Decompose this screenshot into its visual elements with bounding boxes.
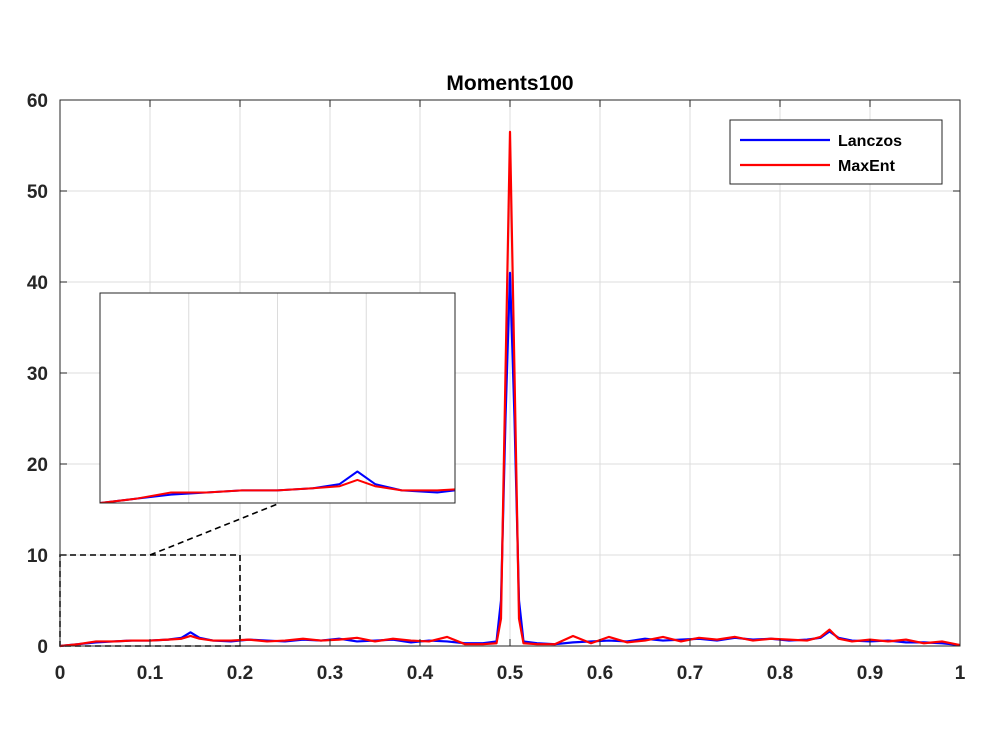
y-tick-label: 10 bbox=[27, 546, 48, 567]
ticks: 0 0.1 0.2 0.3 0.4 0.5 0.6 0.7 0.8 0.9 101020304050… bbox=[27, 91, 966, 684]
x-tick-label: 0.1 bbox=[137, 663, 164, 684]
x-tick-label: 0.6 bbox=[587, 663, 613, 684]
y-tick-label: 40 bbox=[27, 273, 48, 294]
legend-label-maxent: MaxEnt bbox=[838, 158, 896, 175]
x-tick-label: 0 bbox=[55, 663, 66, 684]
x-tick-label: 0.2 bbox=[227, 663, 253, 684]
legend-box bbox=[729, 119, 943, 185]
x-tick-label: 0.3 bbox=[317, 663, 343, 684]
y-tick-label: 60 bbox=[27, 91, 48, 112]
zoom-connector-line bbox=[149, 502, 281, 556]
x-tick-label: 0.5 bbox=[497, 663, 524, 684]
inset-axes bbox=[99, 292, 456, 504]
inset-series-line-lanczos bbox=[100, 470, 455, 503]
x-tick-label: 0.9 bbox=[857, 663, 883, 684]
x-tick-label: 0.4 bbox=[407, 663, 434, 684]
inset-series bbox=[100, 470, 455, 503]
chart-title: Moments100 bbox=[446, 72, 573, 95]
series-lines bbox=[59, 130, 961, 648]
y-tick-label: 50 bbox=[27, 182, 48, 203]
inset-series-line-maxent bbox=[100, 478, 455, 503]
legend-label-lanczos: Lanczos bbox=[838, 133, 902, 150]
y-tick-label: 30 bbox=[27, 364, 48, 385]
x-tick-label: 1 bbox=[955, 663, 966, 684]
inset-frame bbox=[99, 292, 456, 504]
x-tick-label: 0.8 bbox=[767, 663, 793, 684]
x-tick-label: 0.7 bbox=[677, 663, 703, 684]
legend: Lanczos MaxEnt bbox=[729, 119, 943, 185]
y-tick-label: 0 bbox=[37, 637, 48, 658]
y-tick-label: 20 bbox=[27, 455, 48, 476]
series-line-maxent bbox=[59, 130, 961, 648]
